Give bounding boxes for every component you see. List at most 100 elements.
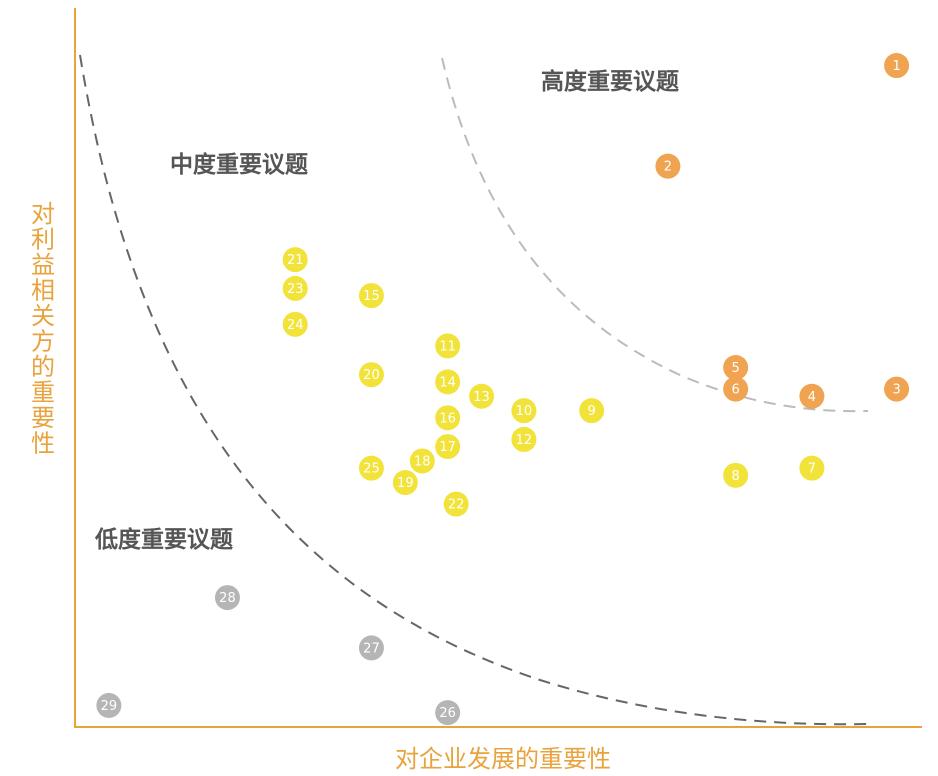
- point-label: 25: [363, 462, 380, 477]
- point-marker: [282, 247, 308, 273]
- point-marker: [282, 311, 308, 337]
- point-label: 14: [439, 375, 456, 390]
- data-point-10: 10: [511, 398, 537, 424]
- point-marker: [358, 283, 384, 309]
- x-axis-title: 对企业发展的重要性: [395, 745, 611, 773]
- data-point-24: 24: [282, 311, 308, 337]
- point-label: 16: [439, 411, 456, 426]
- data-point-17: 17: [435, 434, 461, 460]
- point-label: 5: [732, 361, 740, 376]
- y-axis-title-char: 对: [31, 200, 55, 228]
- point-marker: [655, 153, 681, 179]
- point-marker: [511, 426, 537, 452]
- data-point-21: 21: [282, 247, 308, 273]
- point-marker: [96, 692, 122, 718]
- y-axis-title-char: 相: [31, 277, 55, 305]
- point-label: 20: [363, 368, 380, 383]
- data-point-13: 13: [469, 383, 495, 409]
- zone-label-low: 低度重要议题: [94, 526, 233, 553]
- data-point-11: 11: [435, 333, 461, 359]
- point-marker: [435, 700, 461, 726]
- data-point-6: 6: [723, 376, 749, 402]
- point-label: 23: [287, 282, 304, 297]
- point-label: 2: [664, 160, 672, 175]
- point-marker: [358, 635, 384, 661]
- point-marker: [435, 434, 461, 460]
- data-point-28: 28: [214, 585, 240, 611]
- point-marker: [723, 355, 749, 380]
- point-marker: [282, 275, 308, 301]
- point-label: 3: [892, 383, 900, 398]
- point-marker: [799, 383, 825, 409]
- point-label: 13: [473, 390, 490, 405]
- point-label: 6: [732, 383, 740, 398]
- point-marker: [358, 455, 384, 481]
- y-axis-title-char: 益: [31, 251, 55, 279]
- point-marker: [435, 405, 461, 431]
- point-label: 10: [516, 404, 533, 419]
- data-point-29: 29: [96, 692, 122, 718]
- data-point-16: 16: [435, 405, 461, 431]
- point-marker: [884, 376, 910, 402]
- data-points: 1234567891011121314151617181920212223242…: [96, 53, 910, 726]
- data-point-8: 8: [723, 462, 749, 488]
- data-point-4: 4: [799, 383, 825, 409]
- point-marker: [579, 398, 605, 424]
- data-point-25: 25: [358, 455, 384, 481]
- y-axis-title-char: 要: [31, 404, 55, 432]
- point-label: 7: [808, 462, 816, 477]
- data-point-23: 23: [282, 275, 308, 301]
- point-label: 4: [808, 390, 816, 405]
- point-marker: [799, 455, 825, 481]
- data-point-12: 12: [511, 426, 537, 452]
- data-point-19: 19: [392, 470, 418, 496]
- y-axis-title-char: 重: [31, 379, 55, 407]
- data-point-14: 14: [435, 369, 461, 395]
- y-axis-title: 对利益相关方的重要性: [31, 200, 55, 458]
- point-label: 29: [101, 699, 118, 714]
- data-point-15: 15: [358, 283, 384, 309]
- point-marker: [723, 462, 749, 488]
- y-axis-title-char: 利: [31, 226, 55, 254]
- point-marker: [214, 585, 240, 611]
- y-axis-title-char: 性: [31, 430, 55, 458]
- point-label: 9: [588, 404, 596, 419]
- point-marker: [435, 333, 461, 359]
- point-marker: [511, 398, 537, 424]
- point-label: 17: [439, 440, 456, 455]
- data-point-1: 1: [884, 53, 910, 79]
- point-label: 24: [287, 318, 304, 333]
- y-axis-title-char: 关: [31, 302, 55, 330]
- y-axis-title-char: 方: [31, 328, 55, 356]
- zone-label-medium: 中度重要议题: [170, 151, 308, 178]
- low-medium-boundary-curve: [79, 54, 869, 726]
- point-label: 28: [219, 591, 236, 606]
- data-point-26: 26: [435, 700, 461, 726]
- point-label: 11: [439, 339, 456, 354]
- data-point-3: 3: [884, 376, 910, 402]
- data-point-20: 20: [358, 362, 384, 388]
- data-point-22: 22: [443, 491, 469, 517]
- point-marker: [409, 448, 435, 474]
- point-label: 8: [732, 469, 740, 484]
- data-point-5: 5: [723, 355, 749, 380]
- point-label: 15: [363, 289, 380, 304]
- data-point-18: 18: [409, 448, 435, 474]
- point-label: 19: [397, 476, 414, 491]
- data-point-2: 2: [655, 153, 681, 179]
- point-label: 22: [448, 498, 465, 513]
- point-marker: [443, 491, 469, 517]
- data-point-7: 7: [799, 455, 825, 481]
- point-marker: [884, 53, 910, 79]
- point-marker: [392, 470, 418, 496]
- medium-high-boundary-curve: [441, 57, 869, 413]
- data-point-27: 27: [358, 635, 384, 661]
- data-point-9: 9: [579, 398, 605, 424]
- point-label: 21: [287, 253, 304, 268]
- y-axis-title-char: 的: [31, 353, 55, 381]
- point-label: 27: [363, 641, 380, 656]
- point-label: 12: [516, 433, 533, 448]
- point-label: 18: [414, 454, 431, 469]
- point-marker: [723, 376, 749, 402]
